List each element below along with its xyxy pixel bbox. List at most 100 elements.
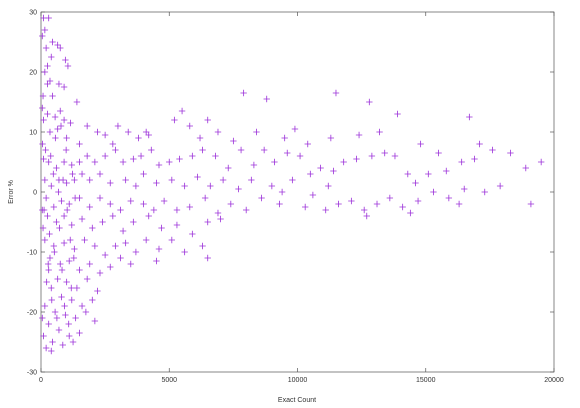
data-point [60,239,68,247]
data-point [51,113,59,121]
data-point [145,131,152,139]
data-point [54,41,61,49]
data-point [122,239,129,247]
data-point [135,134,142,142]
data-point [45,14,52,22]
y-axis-title: Error % [8,180,15,204]
data-point [96,269,104,277]
data-point [296,152,304,160]
data-point [101,251,109,259]
data-point [41,68,49,76]
data-point [127,197,134,205]
data-point [41,176,49,184]
data-point [62,146,70,154]
data-point [50,242,58,250]
data-point [173,206,181,214]
data-point [40,116,47,124]
data-point [65,320,72,328]
data-point [142,128,150,136]
data-point [189,230,196,238]
data-point [263,95,270,103]
data-point [91,317,99,325]
data-point [127,260,134,268]
data-point [348,197,355,205]
data-point [150,206,158,214]
data-point [117,206,124,214]
data-point [83,152,91,160]
data-point [268,182,276,190]
data-point [60,212,68,220]
data-point [39,32,46,40]
data-point [68,296,75,304]
data-point [240,89,247,97]
data-point [48,284,55,292]
data-point [496,182,504,190]
data-point [86,176,93,184]
data-point [69,338,77,346]
data-point [471,155,478,163]
data-point [60,116,68,124]
data-point [309,191,317,199]
data-point [76,266,83,274]
data-point [39,104,46,112]
data-point [399,203,406,211]
data-point [304,140,311,148]
data-point [204,254,211,262]
data-point [276,200,283,208]
data-point [81,236,88,244]
data-point [176,155,183,163]
data-point [207,182,214,190]
data-point [49,92,56,100]
data-point [46,230,53,238]
data-point [60,158,68,166]
data-point [68,284,75,292]
data-point [51,308,59,316]
data-point [230,137,237,145]
data-point [145,212,152,220]
data-point [153,179,160,187]
data-point [537,158,545,166]
data-point [158,224,165,232]
y-tick-label: 20 [29,70,37,77]
data-point [253,128,260,136]
data-point [353,155,360,163]
data-point [61,302,68,310]
data-points [39,14,545,355]
data-point [59,341,67,349]
data-point [271,158,278,166]
data-point [107,263,114,271]
data-point [66,332,73,340]
data-point [181,182,188,190]
data-point [58,197,65,205]
data-point [58,293,65,301]
data-point [289,176,296,184]
data-point [86,203,93,211]
data-point [219,176,227,184]
data-point [50,170,57,178]
data-point [45,320,52,328]
data-point [119,158,127,166]
data-point [48,182,55,190]
data-point [63,179,70,187]
data-point [44,260,52,268]
data-point [153,257,160,265]
y-tick-label: 0 [33,190,37,197]
data-point [53,314,61,322]
data-point [54,275,61,283]
data-point [443,167,450,175]
data-point [327,134,335,142]
data-point [55,326,63,334]
data-point [325,182,332,190]
data-point [317,164,324,172]
data-point [142,236,150,244]
data-point [51,248,58,256]
data-point [212,152,219,160]
data-point [48,53,55,61]
data-point [481,188,488,196]
data-point [435,149,442,157]
data-point [55,80,63,88]
y-tick-label: 30 [29,10,37,17]
data-point [52,134,59,142]
data-point [59,176,67,184]
